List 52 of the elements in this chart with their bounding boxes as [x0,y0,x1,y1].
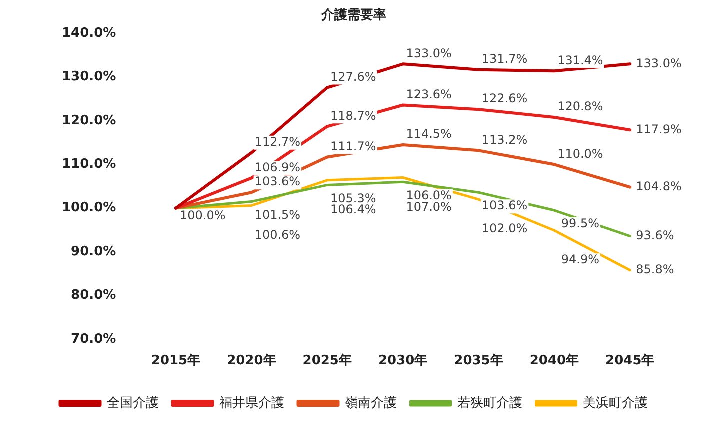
data-label: 117.9% [636,122,682,136]
data-label: 102.0% [482,222,528,236]
data-label: 100.0% [180,208,226,222]
data-label: 104.8% [636,180,682,194]
data-label: 110.0% [558,146,604,161]
data-label: 112.7% [254,134,301,149]
data-label: 93.6% [636,228,674,242]
y-tick-label: 90.0% [71,244,116,260]
y-tick-label: 80.0% [71,288,116,304]
data-label: 99.5% [561,216,600,231]
y-tick-label: 100.0% [62,200,116,216]
x-tick-label: 2015年 [151,354,201,369]
y-tick-label: 130.0% [62,70,116,85]
x-tick-label: 2035年 [454,354,504,369]
data-label: 106.4% [330,202,376,217]
data-label: 106.9% [254,160,301,174]
data-label: 100.6% [254,228,301,242]
data-label: 114.5% [406,127,452,142]
data-label: 103.6% [482,198,528,213]
y-tick-label: 70.0% [71,332,116,347]
y-tick-label: 120.0% [62,113,116,128]
data-label: 106.0% [406,188,452,202]
data-label: 133.0% [406,46,452,60]
data-label: 103.6% [254,174,301,189]
x-tick-label: 2045年 [606,354,655,369]
data-label: 105.3% [330,191,376,206]
data-label: 120.8% [558,100,604,114]
y-tick-label: 110.0% [62,157,116,172]
y-tick-label: 140.0% [62,26,116,41]
data-label: 122.6% [482,92,528,106]
legend-label: 福井県介護 [219,396,284,411]
legend-label: 若狭町介護 [457,396,522,411]
data-label: 133.0% [636,56,682,70]
data-label: 111.7% [330,139,376,154]
x-tick-label: 2025年 [302,354,352,369]
x-tick-label: 2020年 [227,354,276,369]
data-label: 118.7% [330,108,376,123]
data-label: 107.0% [406,200,452,214]
data-label: 127.6% [330,70,376,84]
legend-label: 嶺南介護 [344,396,397,411]
data-label: 113.2% [482,132,528,147]
data-label: 101.5% [254,208,301,222]
x-tick-label: 2040年 [530,354,580,369]
data-label: 85.8% [636,262,674,276]
x-tick-label: 2030年 [378,354,428,369]
chart-title: 介護需要率 [320,7,386,24]
legend-label: 美浜町介護 [582,394,648,411]
data-label: 123.6% [406,87,452,102]
legend-label: 全国介護 [106,396,159,411]
data-label: 131.7% [482,52,528,66]
data-label: 94.9% [561,252,600,267]
data-label: 131.4% [558,53,604,68]
